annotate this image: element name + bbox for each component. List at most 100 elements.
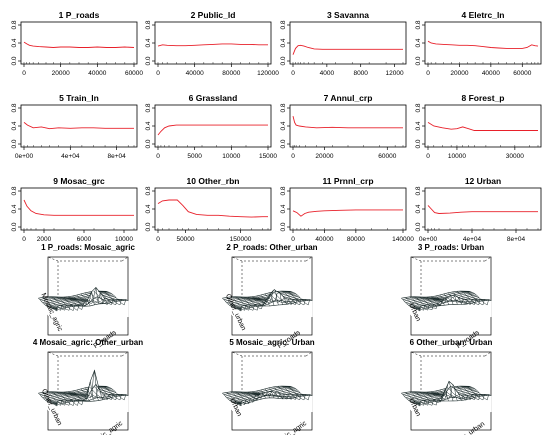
- y-tick-label: 0.4: [11, 204, 18, 213]
- plot-frame: [289, 21, 407, 65]
- y-tick-label: 0.4: [280, 38, 287, 47]
- x-tick-label: 8e+04: [107, 153, 126, 160]
- plot-frame: [20, 104, 138, 148]
- surface-mesh-line: [76, 287, 99, 304]
- x-tick-label: 80000: [222, 70, 240, 77]
- x-tick-label: 10000: [222, 153, 240, 160]
- line-panel-6: 6 Grassland 0.0 0.4 0.8 0 5000 10000 15000: [145, 93, 277, 160]
- surface-mesh-line: [76, 370, 99, 401]
- surface-x-label: Other_urban: [450, 421, 486, 435]
- y-tick-label: 0.8: [145, 20, 152, 29]
- box-back-edge: [410, 351, 422, 357]
- x-tick-label: 0: [291, 70, 295, 77]
- surface-mesh-line: [102, 290, 125, 306]
- line-panel-7: 7 Annul_crp 0.0 0.4 0.8 0 20000 60000: [280, 93, 407, 160]
- plot-frame: [154, 187, 272, 231]
- surface-mesh-line: [290, 386, 313, 401]
- surface-mesh-line: [426, 391, 450, 402]
- y-tick-label: 0.8: [11, 103, 18, 112]
- x-tick-label: 0: [426, 153, 430, 160]
- box-back-edge: [231, 351, 243, 357]
- series-line: [427, 205, 538, 214]
- surface-title: 6 Other_urban: Urban: [410, 338, 493, 347]
- line-panel-3: 3 Savanna 0.0 0.4 0.8 0 4000 8000 12000: [280, 10, 407, 77]
- y-tick-label: 0.4: [145, 121, 152, 130]
- panel-title: 11 Prnnl_crp: [322, 176, 373, 186]
- panel-title: 9 Mosac_grc: [53, 176, 105, 186]
- x-tick-label: 4e+04: [463, 236, 482, 243]
- x-tick-label: 60000: [513, 70, 531, 77]
- x-tick-label: 0: [22, 70, 26, 77]
- y-tick-label: 0.4: [415, 38, 422, 47]
- x-tick-label: 50000: [176, 236, 194, 243]
- line-panel-5: 5 Train_ln 0.0 0.4 0.8 0e+00 4e+04 8e+04: [11, 93, 138, 160]
- plot-frame: [289, 104, 407, 148]
- surface-mesh-line: [106, 291, 129, 306]
- y-tick-label: 0.0: [145, 139, 152, 148]
- surface-title: 2 P_roads: Other_urban: [226, 243, 317, 252]
- x-tick-label: 0: [22, 236, 26, 243]
- surface-mesh-line: [439, 294, 462, 305]
- y-tick-label: 0.0: [145, 222, 152, 231]
- surface-mesh-line: [401, 298, 424, 312]
- surface-fill-strip: [60, 300, 129, 325]
- surface-mesh-line: [72, 381, 95, 402]
- x-tick-label: 0: [291, 236, 295, 243]
- surface-mesh-line: [469, 386, 492, 401]
- series-line: [157, 199, 268, 218]
- x-tick-label: 20000: [315, 153, 333, 160]
- plot-frame: [289, 187, 407, 231]
- surface-mesh-line: [222, 298, 245, 312]
- panel-title: 4 Eletrc_ln: [462, 10, 505, 20]
- surface-mesh-line: [55, 391, 78, 406]
- y-tick-label: 0.4: [280, 121, 287, 130]
- surface-box: [231, 256, 313, 336]
- y-tick-label: 0.0: [11, 139, 18, 148]
- plot-frame: [424, 21, 542, 65]
- y-tick-label: 0.4: [415, 121, 422, 130]
- box-back-edge: [484, 256, 492, 262]
- y-tick-label: 0.4: [280, 204, 287, 213]
- panel-title: 7 Annul_crp: [324, 93, 373, 103]
- surface-x-label: Mosaic_agric: [86, 420, 124, 435]
- surface-fill-strip: [244, 395, 313, 420]
- surface-fill-strip: [60, 395, 129, 420]
- surface-mesh-line: [46, 391, 70, 406]
- y-tick-label: 0.8: [280, 103, 287, 112]
- surface-mesh-line: [222, 393, 245, 407]
- surface-mesh-line: [430, 380, 454, 401]
- plot-frame: [424, 104, 542, 148]
- box-back-edge: [47, 351, 59, 357]
- surface-mesh-line: [230, 296, 254, 311]
- x-tick-label: 10000: [115, 236, 133, 243]
- surface-box: [410, 351, 492, 431]
- surface-mesh-line: [63, 391, 86, 406]
- x-tick-label: 40000: [315, 236, 333, 243]
- surface-mesh-line: [277, 291, 300, 305]
- y-tick-label: 0.8: [415, 20, 422, 29]
- x-tick-label: 60000: [378, 153, 396, 160]
- x-tick-label: 8e+04: [507, 236, 526, 243]
- box-back-edge: [121, 351, 129, 357]
- series-line: [292, 115, 403, 129]
- panel-title: 1 P_roads: [59, 10, 100, 20]
- surface-mesh-line: [38, 298, 61, 312]
- x-tick-label: 15000: [259, 153, 277, 160]
- surface-mesh-line: [38, 393, 61, 407]
- x-tick-label: 40000: [88, 70, 106, 77]
- y-tick-label: 0.8: [415, 103, 422, 112]
- x-tick-label: 140000: [392, 236, 414, 243]
- line-panel-4: 4 Eletrc_ln 0.0 0.4 0.8 0 20000 40000 60000: [415, 10, 542, 77]
- surface-title: 3 P_roads: Urban: [418, 243, 484, 252]
- surface-mesh-line: [435, 294, 458, 305]
- surface-box: [231, 351, 313, 431]
- y-tick-label: 0.8: [11, 20, 18, 29]
- y-tick-label: 0.8: [415, 186, 422, 195]
- surface-panel-4: 4 Mosaic_agric: Other_urbanMosaic_agricO…: [33, 338, 143, 440]
- surface-mesh-line: [465, 385, 488, 401]
- plot-frame: [154, 21, 272, 65]
- surface-mesh-line: [243, 296, 266, 310]
- x-tick-label: 0: [156, 70, 160, 77]
